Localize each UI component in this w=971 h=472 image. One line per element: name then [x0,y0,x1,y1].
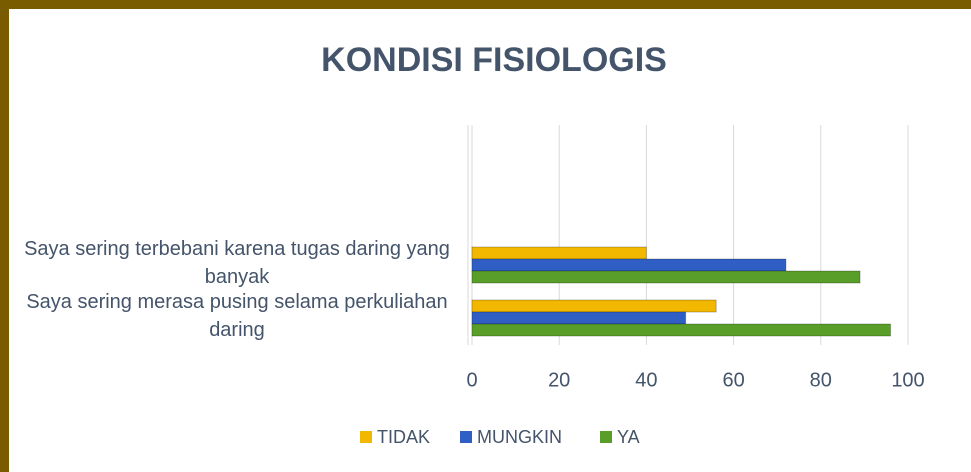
x-tick-label: 20 [548,369,570,391]
legend-label: MUNGKIN [477,427,562,447]
legend-label: TIDAK [377,427,430,447]
chart-area [9,9,971,472]
x-tick-label: 60 [722,369,744,391]
y-tick-label: Saya sering terbebani karena tugas darin… [24,238,450,288]
bar [471,323,892,337]
legend-label: YA [617,427,640,447]
legend-swatch [600,431,612,443]
bar [471,246,647,260]
x-tick-label: 0 [466,369,477,391]
bar [471,258,787,272]
x-tick-label: 100 [891,369,924,391]
bar [471,299,717,313]
bar [471,270,861,284]
chart-title: KONDISI FISIOLOGIS [321,41,667,79]
legend-swatch [460,431,472,443]
legend-swatch [360,431,372,443]
y-tick-label: Saya sering merasa pusing selama perkuli… [26,291,448,341]
x-tick-label: 80 [810,369,832,391]
x-tick-label: 40 [635,369,657,391]
bar [471,311,687,325]
